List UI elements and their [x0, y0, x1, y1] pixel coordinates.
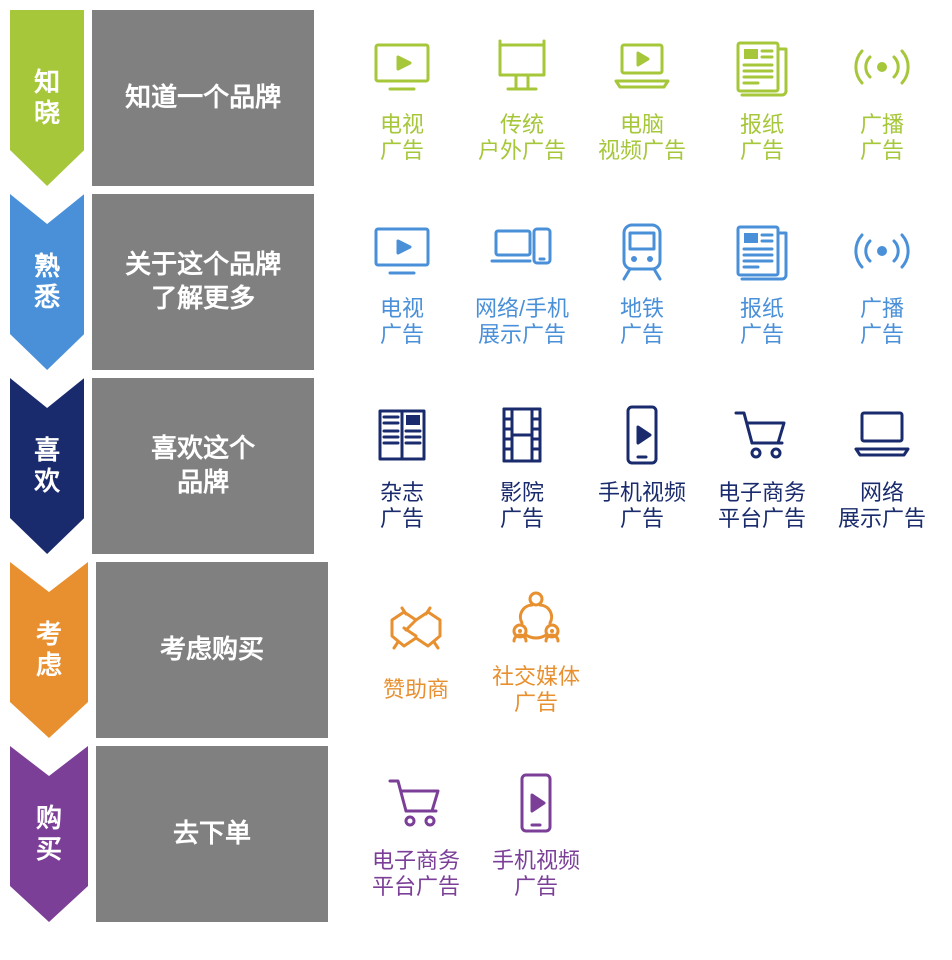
chevron-label: 购买	[10, 803, 88, 865]
channel-item: 杂志广告	[342, 400, 462, 533]
channel-item: 电脑视频广告	[582, 32, 702, 165]
newspaper-icon	[730, 216, 794, 286]
chevron-familiarity: 熟悉	[10, 194, 84, 370]
stage-row-familiarity: 熟悉关于这个品牌了解更多电视广告 网络/手机展示广告 地铁广告 报纸广告 广播广告	[10, 194, 942, 370]
phone-play-icon	[504, 768, 568, 838]
stage-row-consider: 考虑考虑购买赞助商 社交媒体广告	[10, 562, 942, 738]
channel-item: 广播广告	[822, 216, 942, 349]
chevron-awareness: 知晓	[10, 10, 84, 186]
channel-label: 传统户外广告	[478, 112, 566, 165]
stage-description: 知道一个品牌	[92, 10, 314, 186]
channel-label: 影院广告	[500, 480, 544, 533]
stage-description: 喜欢这个品牌	[92, 378, 314, 554]
chevron-label: 熟悉	[10, 251, 84, 313]
chevron-label: 喜欢	[10, 435, 84, 497]
metro-icon	[610, 216, 674, 286]
channel-label: 杂志广告	[380, 480, 424, 533]
funnel-container: 知晓知道一个品牌电视广告传统户外广告电脑视频广告报纸广告广播广告 熟悉关于这个品…	[10, 10, 942, 922]
channel-item: 报纸广告	[702, 216, 822, 349]
channel-label: 社交媒体广告	[492, 664, 580, 717]
channel-item: 电子商务平台广告	[356, 768, 476, 901]
laptop-play-icon	[610, 32, 674, 102]
channels-area: 赞助商 社交媒体广告	[336, 562, 942, 738]
channel-label: 广播广告	[860, 112, 904, 165]
channel-item: 网络展示广告	[822, 400, 942, 533]
chevron-consider: 考虑	[10, 562, 88, 738]
channel-item: 赞助商	[356, 597, 476, 703]
channels-area: 杂志广告 影院广告 手机视频广告电子商务平台广告网络展示广告	[322, 378, 942, 554]
channels-area: 电视广告 网络/手机展示广告 地铁广告 报纸广告 广播广告	[322, 194, 942, 370]
channel-item: 电子商务平台广告	[702, 400, 822, 533]
channel-label: 广播广告	[860, 296, 904, 349]
radio-icon	[850, 32, 914, 102]
channel-item: 网络/手机展示广告	[462, 216, 582, 349]
channel-item: 广播广告	[822, 32, 942, 165]
stage-description: 去下单	[96, 746, 328, 922]
channel-label: 手机视频广告	[492, 848, 580, 901]
cart-icon	[384, 768, 448, 838]
channel-item: 手机视频广告	[476, 768, 596, 901]
tv-play-icon	[370, 32, 434, 102]
channel-label: 网络/手机展示广告	[475, 296, 569, 349]
billboard-icon	[490, 32, 554, 102]
channel-item: 地铁广告	[582, 216, 702, 349]
magazine-icon	[370, 400, 434, 470]
chevron-purchase: 购买	[10, 746, 88, 922]
channel-label: 电子商务平台广告	[718, 480, 806, 533]
channel-label: 手机视频广告	[598, 480, 686, 533]
social-icon	[504, 584, 568, 654]
stage-row-like: 喜欢喜欢这个品牌杂志广告 影院广告 手机视频广告电子商务平台广告网络展示广告	[10, 378, 942, 554]
stage-row-purchase: 购买去下单电子商务平台广告手机视频广告	[10, 746, 942, 922]
cart-icon	[730, 400, 794, 470]
laptop-icon	[850, 400, 914, 470]
channel-item: 电视广告	[342, 216, 462, 349]
chevron-label: 知晓	[10, 67, 84, 129]
channel-label: 赞助商	[383, 677, 449, 703]
radio-icon	[850, 216, 914, 286]
stage-description: 考虑购买	[96, 562, 328, 738]
channel-label: 地铁广告	[620, 296, 664, 349]
stage-description: 关于这个品牌了解更多	[92, 194, 314, 370]
stage-row-awareness: 知晓知道一个品牌电视广告 传统户外广告电脑视频广告 报纸广告 广播广告	[10, 10, 942, 186]
channels-area: 电视广告 传统户外广告电脑视频广告 报纸广告 广播广告	[322, 10, 942, 186]
channels-area: 电子商务平台广告手机视频广告	[336, 746, 942, 922]
channel-item: 传统户外广告	[462, 32, 582, 165]
channel-label: 报纸广告	[740, 112, 784, 165]
channel-label: 电子商务平台广告	[372, 848, 460, 901]
channel-item: 报纸广告	[702, 32, 822, 165]
phone-play-icon	[610, 400, 674, 470]
chevron-label: 考虑	[10, 619, 88, 681]
newspaper-icon	[730, 32, 794, 102]
channel-item: 手机视频广告	[582, 400, 702, 533]
film-icon	[490, 400, 554, 470]
channel-label: 电脑视频广告	[598, 112, 686, 165]
channel-item: 社交媒体广告	[476, 584, 596, 717]
channel-label: 电视广告	[380, 112, 424, 165]
channel-label: 报纸广告	[740, 296, 784, 349]
tv-play-icon	[370, 216, 434, 286]
chevron-like: 喜欢	[10, 378, 84, 554]
handshake-icon	[384, 597, 448, 667]
channel-label: 电视广告	[380, 296, 424, 349]
channel-item: 影院广告	[462, 400, 582, 533]
laptop-phone-icon	[490, 216, 554, 286]
channel-item: 电视广告	[342, 32, 462, 165]
channel-label: 网络展示广告	[838, 480, 926, 533]
